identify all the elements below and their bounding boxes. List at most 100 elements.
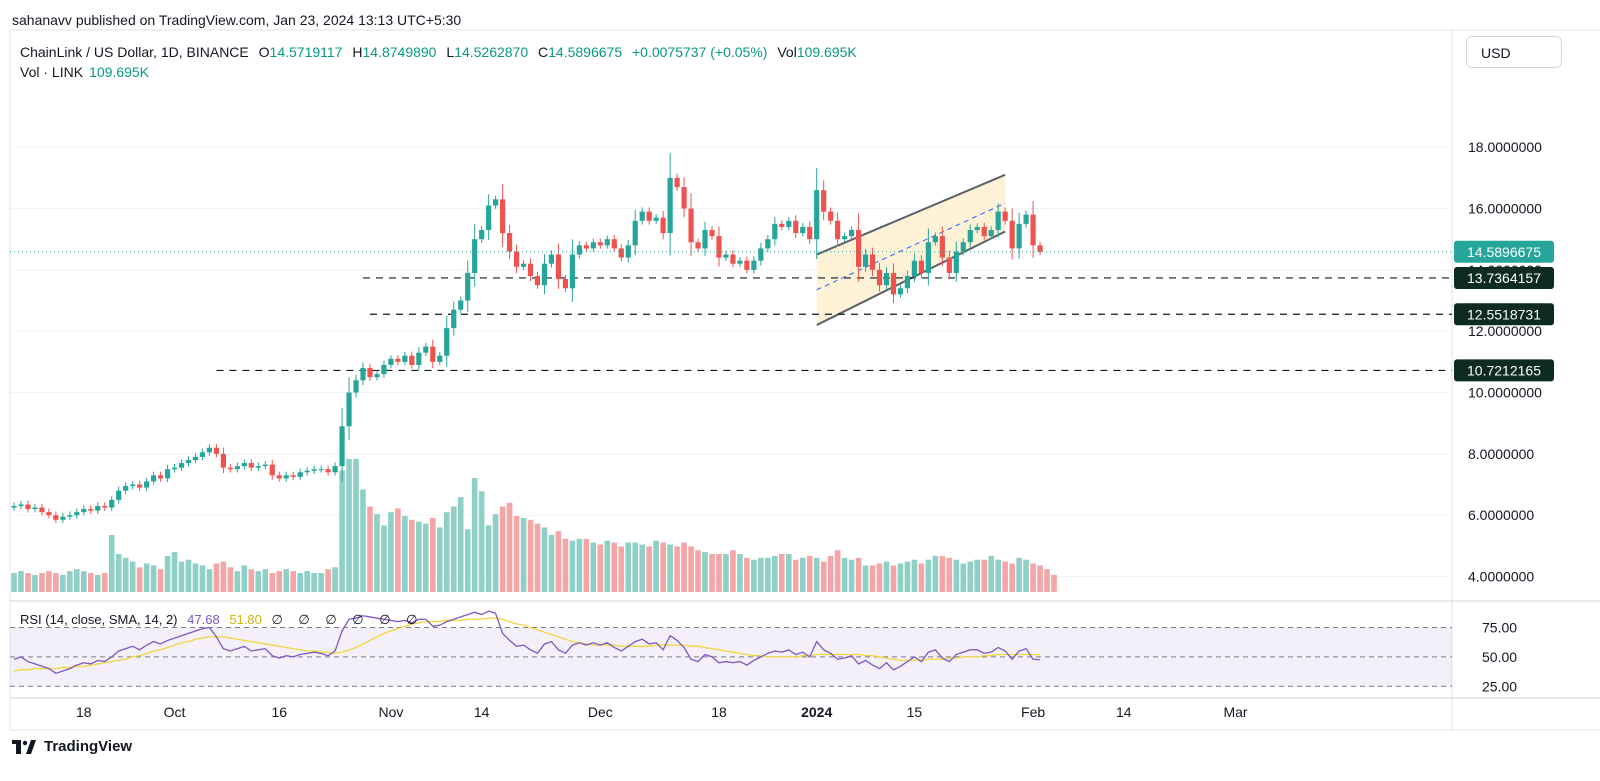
candle-body xyxy=(590,242,596,249)
candle-body xyxy=(632,220,638,246)
time-tick-label: Nov xyxy=(378,704,403,720)
candle-body xyxy=(1009,220,1015,249)
candle-body xyxy=(597,242,603,246)
candle-body xyxy=(465,272,471,301)
volume-bar xyxy=(499,506,506,592)
rsi-legend[interactable]: RSI (14, close, SMA, 14, 2) 47.68 51.80 … xyxy=(20,612,424,628)
volume-bar xyxy=(436,527,443,592)
candle-body xyxy=(981,226,987,237)
candle-body xyxy=(883,272,890,286)
price-tick-label: 12.0000000 xyxy=(1468,323,1542,339)
vol-label: Vol xyxy=(777,44,797,60)
open-label: O xyxy=(258,44,270,60)
candle-body xyxy=(890,272,897,295)
volume-bar xyxy=(457,497,464,592)
candle-body xyxy=(911,260,918,276)
candle-body xyxy=(493,199,499,206)
volume-bar xyxy=(332,567,338,592)
volume-bar xyxy=(688,546,694,592)
volume-bar xyxy=(995,559,1001,592)
candle-body xyxy=(604,239,610,246)
price-tags: 14.5896675 13.7364157 12.5518731 10.7212165 xyxy=(1454,240,1554,382)
volume-bar xyxy=(185,559,192,592)
volume-bar xyxy=(751,559,757,592)
volume-bar xyxy=(283,569,290,592)
ascending-channel[interactable] xyxy=(816,173,1006,420)
candle-body xyxy=(862,254,869,267)
volume-bar xyxy=(164,555,171,592)
candle-body xyxy=(681,187,687,209)
volume-bar xyxy=(11,573,17,592)
candle-body xyxy=(569,254,575,289)
support-price-tag-bg xyxy=(1454,266,1554,289)
volume-bar xyxy=(813,557,820,592)
volume-histogram xyxy=(11,459,1057,592)
volume-bar xyxy=(653,540,659,592)
candlestick-series xyxy=(11,153,1043,524)
volume-bar xyxy=(227,567,234,592)
volume-bar xyxy=(716,554,722,592)
volume-bar xyxy=(632,542,639,592)
volume-bar xyxy=(541,527,548,592)
candle-body xyxy=(95,506,101,511)
candle-body xyxy=(897,288,904,295)
candle-body xyxy=(855,230,862,267)
candle-body xyxy=(346,392,352,427)
candle-body xyxy=(255,466,261,468)
volume-bar xyxy=(772,555,778,592)
volume-bar xyxy=(1023,559,1029,592)
volume-bar xyxy=(122,557,129,592)
candle-body xyxy=(213,447,220,454)
candle-body xyxy=(1002,211,1008,221)
candle-body xyxy=(793,220,799,234)
candle-body xyxy=(918,260,924,273)
volume-bar xyxy=(492,514,499,592)
candle-body xyxy=(618,248,624,258)
volume-bar xyxy=(506,502,513,592)
candle-body xyxy=(904,276,911,289)
volume-bar xyxy=(618,546,625,592)
candle-body xyxy=(458,300,464,310)
time-tick-label: Dec xyxy=(588,704,613,720)
volume-bar xyxy=(39,573,45,592)
symbol-name[interactable]: ChainLink / US Dollar, 1D, BINANCE xyxy=(20,44,249,60)
candle-body xyxy=(716,236,722,258)
candle-body xyxy=(262,464,268,467)
volume-bar xyxy=(430,517,436,592)
volume-bar xyxy=(129,561,136,592)
price-tick-label: 8.0000000 xyxy=(1468,446,1534,462)
volume-bar xyxy=(660,542,666,592)
candle-body xyxy=(953,251,959,273)
candle-body xyxy=(506,233,513,252)
candle-body xyxy=(1030,214,1036,246)
volume-bar xyxy=(904,561,911,592)
candle-body xyxy=(206,447,213,453)
candle-body xyxy=(220,453,226,468)
candle-body xyxy=(25,504,31,510)
candle-body xyxy=(730,254,736,264)
candle-body xyxy=(639,211,645,221)
candle-body xyxy=(611,239,617,249)
volume-bar xyxy=(918,563,925,592)
candle-body xyxy=(67,515,73,517)
currency-button[interactable]: USD xyxy=(1466,36,1562,68)
volume-bar xyxy=(353,459,359,592)
support-lines[interactable] xyxy=(216,277,1452,372)
candle-body xyxy=(332,466,338,473)
candle-body xyxy=(46,512,52,516)
volume-legend[interactable]: Vol · LINK 109.695K xyxy=(20,64,149,80)
volume-bar xyxy=(143,563,150,592)
tradingview-brand[interactable]: TradingView xyxy=(12,738,132,755)
candle-body xyxy=(583,245,589,249)
candle-body xyxy=(500,199,506,234)
volume-bar xyxy=(339,470,345,592)
candle-body xyxy=(751,260,757,270)
volume-bar xyxy=(765,557,771,592)
candle-body xyxy=(353,380,359,393)
candle-body xyxy=(876,269,883,286)
volume-bar xyxy=(416,521,422,592)
candle-body xyxy=(248,463,254,468)
symbol-legend[interactable]: ChainLink / US Dollar, 1D, BINANCE O14.5… xyxy=(20,44,857,60)
volume-bar xyxy=(555,531,562,592)
